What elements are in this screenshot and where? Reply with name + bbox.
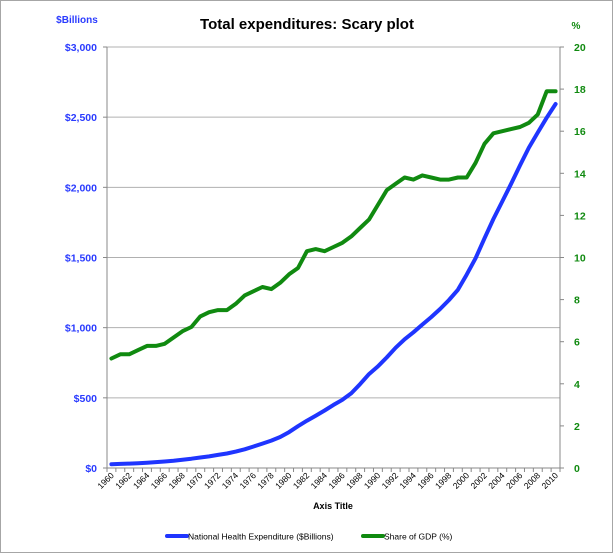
x-tick-label: 1980: [273, 470, 294, 491]
x-tick-label: 1986: [326, 470, 347, 491]
x-tick-label: 1976: [238, 470, 259, 491]
left-tick-label: $0: [85, 463, 97, 475]
x-tick-label: 1968: [166, 470, 187, 491]
x-tick-label: 1966: [149, 470, 170, 491]
x-tick-label: 1996: [415, 470, 436, 491]
left-tick-label: $1,500: [65, 253, 97, 265]
right-tick-label: 2: [574, 421, 580, 433]
x-tick-label: 2002: [468, 470, 489, 491]
x-tick-label: 1974: [220, 470, 241, 491]
x-tick-label: 1970: [184, 470, 205, 491]
series-line-gdp-share: [109, 89, 558, 361]
right-tick-label: 4: [574, 379, 580, 391]
legend-label: National Health Expenditure ($Billions): [188, 532, 334, 542]
x-tick-label: 1978: [255, 470, 276, 491]
x-tick-label: 1964: [131, 470, 152, 491]
left-tick-label: $500: [74, 393, 98, 405]
right-tick-label: 0: [574, 463, 580, 475]
right-tick-label: 6: [574, 337, 580, 349]
x-tick-label: 1992: [380, 470, 401, 491]
x-tick-label: 1982: [291, 470, 312, 491]
left-tick-label: $3,000: [65, 42, 97, 54]
right-tick-label: 12: [574, 210, 586, 222]
x-tick-label: 1972: [202, 470, 223, 491]
left-tick-label: $1,000: [65, 323, 97, 335]
series-line-health-expenditure: [109, 102, 558, 467]
right-tick-label: 18: [574, 84, 586, 96]
right-tick-label: 8: [574, 295, 580, 307]
x-tick-label: 1960: [95, 470, 116, 491]
chart-title: Total expenditures: Scary plot: [200, 16, 414, 33]
x-tick-label: 1962: [113, 470, 134, 491]
left-axis-label: $Billions: [56, 15, 98, 26]
right-tick-label: 10: [574, 253, 586, 265]
right-axis-label: %: [572, 21, 581, 32]
x-tick-label: 2000: [451, 470, 472, 491]
x-tick-label: 2008: [522, 470, 543, 491]
right-tick-label: 14: [574, 168, 586, 180]
x-tick-label: 2004: [486, 470, 507, 491]
x-tick-label: 2006: [504, 470, 525, 491]
x-axis-title: Axis Title: [313, 501, 353, 511]
x-tick-label: 1994: [397, 470, 418, 491]
right-tick-label: 20: [574, 42, 586, 54]
left-tick-label: $2,000: [65, 182, 97, 194]
x-tick-label: 2010: [540, 470, 561, 491]
x-tick-label: 1998: [433, 470, 454, 491]
legend-label: Share of GDP (%): [384, 532, 453, 542]
x-tick-label: 1988: [344, 470, 365, 491]
left-tick-label: $2,500: [65, 112, 97, 124]
right-tick-label: 16: [574, 126, 586, 138]
x-tick-label: 1990: [362, 470, 383, 491]
x-tick-label: 1984: [309, 470, 330, 491]
